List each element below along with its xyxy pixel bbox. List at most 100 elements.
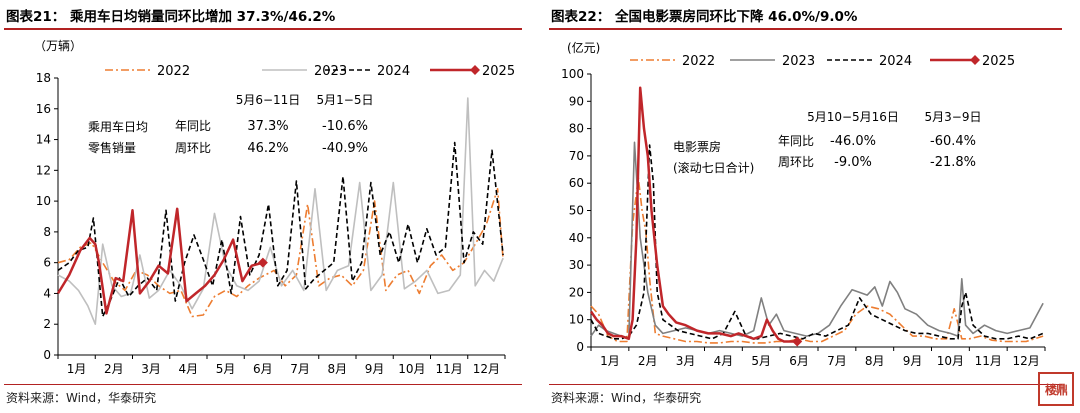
x-tick-label: 6月: [789, 354, 809, 368]
x-tick-label: 11月: [435, 362, 462, 376]
x-tick-label: 1月: [67, 362, 87, 376]
y-tick-label: 90: [569, 94, 584, 108]
annotation-period-current: 5月6−11日: [236, 93, 301, 107]
y-tick-label: 20: [569, 285, 584, 299]
annotation-label: 零售销量: [88, 140, 136, 155]
car-sales-chart: （万辆） 0 2 4 6 8 10 12 14 16 18 1月 2月 3月 4月 5月 6月 7月 8月 9月 10月…: [34, 39, 515, 376]
x-tick-label: 9月: [365, 362, 385, 376]
y-tick-label: 50: [569, 204, 584, 218]
y-tick-label: 60: [569, 176, 584, 190]
y-tick-label: 4: [43, 286, 51, 300]
y-tick-label: 80: [569, 122, 584, 136]
y-unit-label: (亿元): [567, 40, 600, 55]
x-tick-label: 1月: [600, 354, 620, 368]
series-line-2022: [590, 176, 1044, 344]
chart-panel-car-sales: 图表21： 乘用车日均销量同环比增加 37.3%/46.2% （万辆） 0 2 4 6 8…: [4, 9, 522, 405]
chart-title: 图表21： 乘用车日均销量同环比增加 37.3%/46.2%: [6, 9, 336, 25]
annotation-label: (滚动七日合计): [673, 160, 754, 175]
chart-title: 图表22： 全国电影票房同环比下降 46.0%/9.0%: [551, 9, 858, 25]
y-tick-label: 70: [569, 149, 584, 163]
y-tick-label: 10: [569, 313, 584, 327]
annotation-label: 电影票房: [673, 139, 721, 154]
source-note: 资料来源：Wind，华泰研究: [6, 391, 157, 405]
x-tick-label: 3月: [141, 362, 161, 376]
annotation-wow-previous: -21.8%: [930, 155, 976, 170]
y-tick-label: 10: [36, 194, 51, 208]
y-tick-label: 0: [43, 348, 51, 362]
legend-label: 2025: [482, 64, 515, 79]
y-tick-label: 6: [43, 256, 51, 270]
series-line-2023: [57, 97, 504, 326]
x-tick-label: 11月: [975, 354, 1002, 368]
source-divider: [549, 384, 1062, 385]
y-tick-label: 14: [36, 133, 51, 147]
y-tick-label: 100: [561, 67, 584, 81]
x-tick-label: 12月: [1012, 354, 1039, 368]
series-line-2024: [57, 141, 504, 318]
annotation-label: 乘用车日均: [88, 119, 148, 134]
x-tick-label: 10月: [398, 362, 425, 376]
annotation-row-yoy: 年同比: [778, 134, 814, 148]
x-tick-label: 4月: [714, 354, 734, 368]
legend-marker-2025: [970, 55, 980, 65]
annotation-yoy-current: -46.0%: [830, 134, 876, 149]
box-office-chart: (亿元) 0 10 20 30 40 50 60 70 80 90 100 1月 2月 3月 4月 5月 6月 7月…: [561, 40, 1046, 368]
x-tick-label: 7月: [827, 354, 847, 368]
y-unit-label: （万辆）: [34, 39, 82, 53]
series-line-2024: [590, 144, 1044, 340]
y-tick-label: 18: [36, 71, 51, 85]
x-tick-label: 10月: [937, 354, 964, 368]
y-tick-label: 2: [43, 317, 51, 331]
chart-panel-box-office: 图表22： 全国电影票房同环比下降 46.0%/9.0% (亿元) 0 10 20 30…: [545, 0, 1080, 413]
y-tick-label: 0: [576, 340, 584, 354]
y-tick-label: 12: [36, 163, 51, 177]
legend-label: 2022: [157, 64, 190, 79]
series-line-2022: [57, 188, 504, 318]
annotation-yoy-previous: -10.6%: [322, 119, 368, 134]
x-tick-label: 2月: [638, 354, 658, 368]
series-line-2025: [56, 207, 264, 315]
annotation-wow-previous: -40.9%: [322, 141, 368, 156]
legend-marker-2025: [470, 65, 480, 75]
x-tick-label: 2月: [104, 362, 124, 376]
annotation-row-wow: 周环比: [175, 141, 211, 155]
x-tick-label: 4月: [179, 362, 199, 376]
title-divider: [4, 28, 522, 30]
annotation-yoy-previous: -60.4%: [930, 134, 976, 149]
x-tick-label: 5月: [216, 362, 236, 376]
x-tick-label: 12月: [473, 362, 500, 376]
watermark-seal: 楼鼎: [1038, 372, 1074, 406]
x-tick-label: 7月: [290, 362, 310, 376]
annotation-period-current: 5月10−5月16日: [807, 110, 899, 124]
series-end-marker-2025: [257, 257, 268, 268]
series-line-2025: [589, 86, 798, 343]
title-divider: [549, 28, 1062, 30]
y-tick-label: 40: [569, 231, 584, 245]
x-tick-label: 8月: [328, 362, 348, 376]
source-divider: [4, 384, 522, 385]
annotation-wow-current: -9.0%: [834, 155, 872, 170]
series-line-2023: [590, 141, 1044, 340]
legend-label: 2024: [377, 64, 410, 79]
x-tick-label: 8月: [865, 354, 885, 368]
annotation-wow-current: 46.2%: [247, 141, 288, 156]
x-tick-label: 3月: [676, 354, 696, 368]
source-note: 资料来源：Wind，华泰研究: [551, 391, 702, 405]
legend-label: 2023: [314, 64, 347, 79]
legend-label: 2023: [782, 54, 815, 69]
legend-label: 2025: [982, 54, 1015, 69]
legend-label: 2022: [682, 54, 715, 69]
annotation-period-previous: 5月3−9日: [925, 110, 982, 124]
series-end-marker-2025: [792, 336, 803, 347]
annotation-yoy-current: 37.3%: [247, 119, 288, 134]
x-tick-label: 6月: [253, 362, 273, 376]
annotation-row-yoy: 年同比: [175, 119, 211, 133]
x-tick-label: 5月: [751, 354, 771, 368]
legend-label: 2024: [879, 54, 912, 69]
annotation-row-wow: 周环比: [778, 155, 814, 169]
x-tick-label: 9月: [903, 354, 923, 368]
y-tick-label: 30: [569, 258, 584, 272]
annotation-period-previous: 5月1−5日: [317, 93, 374, 107]
y-tick-label: 16: [36, 102, 51, 116]
y-tick-label: 8: [43, 225, 51, 239]
